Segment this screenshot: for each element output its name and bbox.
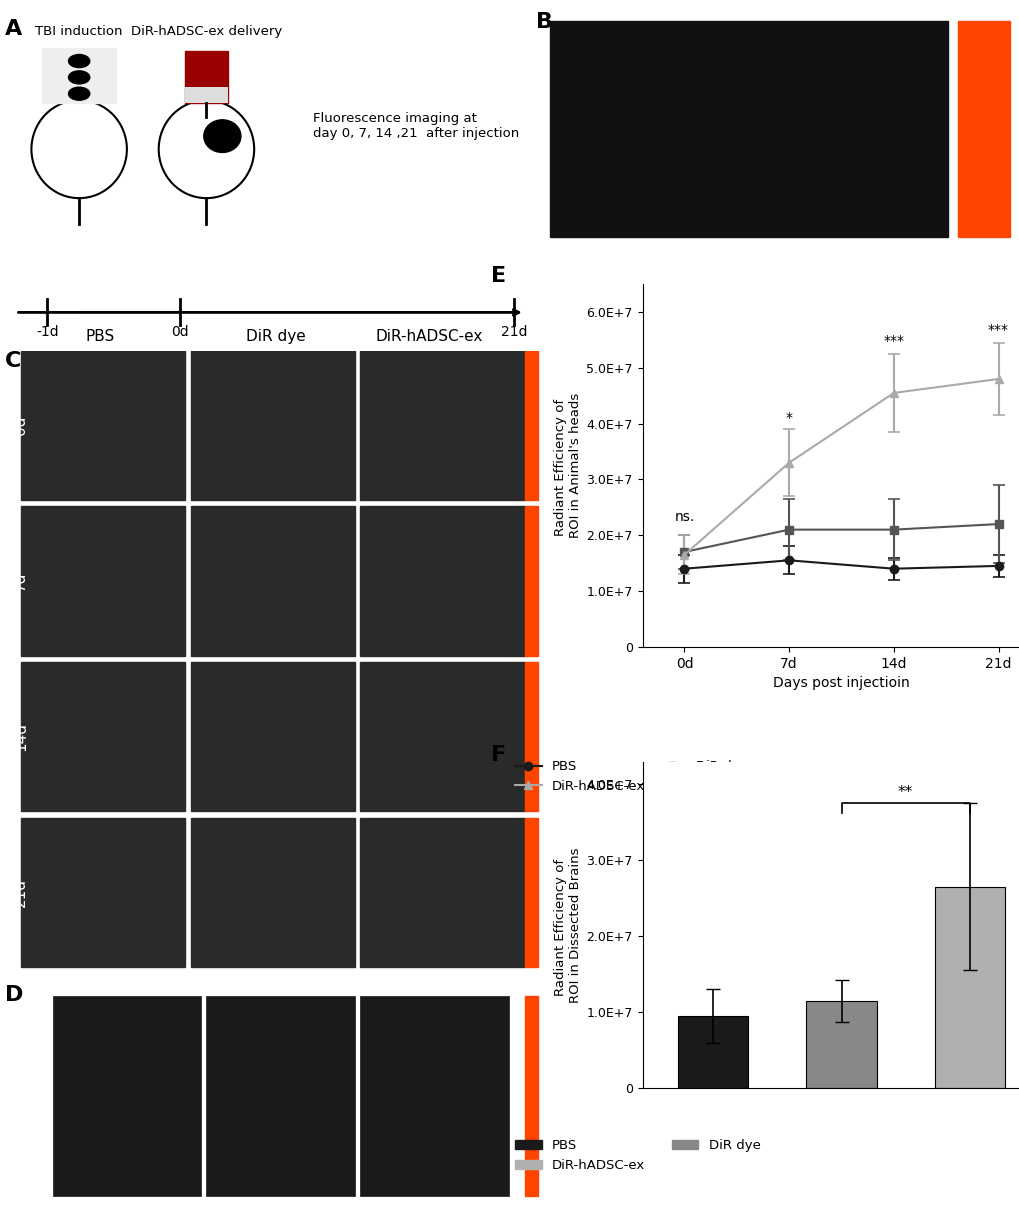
Bar [524,996,537,1197]
Bar [360,507,524,655]
Text: B: B [535,12,552,33]
Bar [360,817,524,967]
Text: DiR dye: DiR dye [246,329,305,345]
Text: 0d: 0d [171,324,189,339]
Text: 21d: 21d [13,878,28,907]
Bar [805,1001,876,1088]
Bar [360,996,508,1197]
Bar [524,817,537,967]
Text: PBS: PBS [86,329,115,345]
Bar [20,663,185,811]
Text: 21d: 21d [500,324,527,339]
Y-axis label: Radiant Efficiency of 
ROI in Animal's heads: Radiant Efficiency of ROI in Animal's he… [553,393,582,538]
Text: *: * [785,411,792,424]
Bar [524,351,537,501]
Bar [53,996,201,1197]
Bar [191,507,355,655]
Circle shape [68,71,90,83]
Bar [524,507,537,655]
Text: 14d: 14d [13,722,28,751]
Bar [191,663,355,811]
Legend: PBS, DiR-hADSC-ex, DiR dye: PBS, DiR-hADSC-ex, DiR dye [510,754,752,798]
Circle shape [68,54,90,68]
Bar [191,351,355,501]
Ellipse shape [204,120,240,152]
Text: 0d: 0d [13,416,28,435]
X-axis label: Days post injectioin: Days post injectioin [772,676,909,690]
Bar [678,1016,748,1088]
Bar [20,507,185,655]
Bar [933,887,1004,1088]
Bar [206,996,355,1197]
Text: Fluorescence imaging at
day 0, 7, 14 ,21  after injection: Fluorescence imaging at day 0, 7, 14 ,21… [312,112,519,140]
Bar [185,87,227,104]
Text: A: A [5,18,22,39]
Text: DiR-hADSC-ex: DiR-hADSC-ex [375,329,482,345]
Bar [20,351,185,501]
Text: ns.: ns. [674,510,694,523]
Text: ***: *** [987,323,1008,337]
Bar [524,663,537,811]
Legend: PBS, DiR-hADSC-ex, DiR dye: PBS, DiR-hADSC-ex, DiR dye [510,1134,765,1178]
Y-axis label: Radiant Efficiency of 
ROI in Dissected Brains: Radiant Efficiency of ROI in Dissected B… [553,848,582,1002]
Text: D: D [5,985,23,1006]
Text: ***: *** [882,334,904,348]
Text: Dissected brain: Dissected brain [15,1040,30,1149]
Bar [42,48,116,104]
Circle shape [68,87,90,100]
Bar [360,663,524,811]
Text: DiR-hADSC-ex delivery: DiR-hADSC-ex delivery [130,25,282,39]
Bar [20,817,185,967]
Bar [191,817,355,967]
Text: 7d: 7d [13,572,28,591]
Text: **: ** [897,786,912,800]
Text: -1d: -1d [36,324,58,339]
Text: E: E [491,266,506,287]
Bar [957,22,1010,237]
Text: C: C [5,351,21,371]
Text: TBI induction: TBI induction [36,25,122,39]
Bar [185,51,227,104]
Bar [549,22,948,237]
Text: F: F [491,745,506,765]
Bar [360,351,524,501]
